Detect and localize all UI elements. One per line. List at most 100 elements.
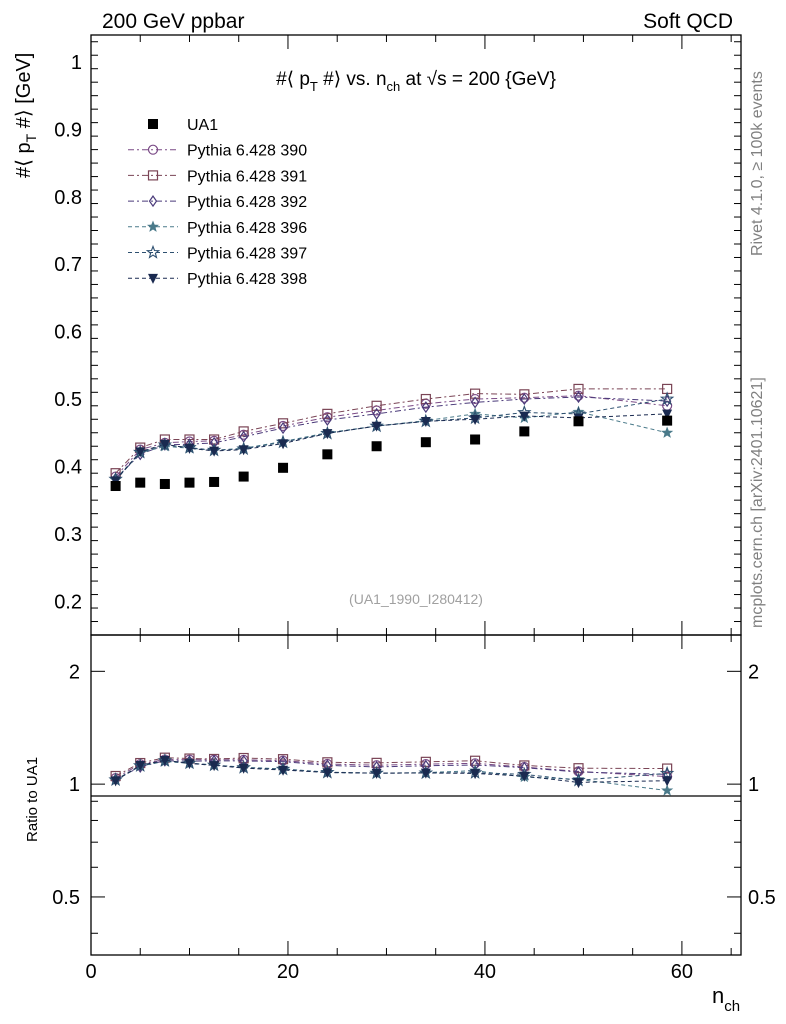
series-line [115,413,668,481]
data-point [278,462,289,473]
ratio-line [115,759,668,783]
series-point [278,439,289,450]
series-point [371,400,382,411]
data-point [110,481,121,492]
x-tick-label: 0 [85,961,96,983]
side-text-top: Rivet 4.1.0, ≥ 100k events [749,71,766,256]
ratio-point [659,765,675,780]
legend-label: Pythia 6.428 397 [187,246,307,263]
ratio-point [661,784,674,796]
series-point [573,383,584,395]
series-point [277,418,289,429]
series-point [520,392,529,406]
series-point [371,421,382,432]
ratio-point [209,761,220,772]
ratio-tick-label: 2 [69,661,80,683]
series-point [184,443,195,454]
ratio-tick-label: 0.5 [52,887,80,909]
y-tick-label: 0.2 [54,591,82,613]
ratio-point [470,769,481,780]
legend: UA1 Pythia 6.428 390 Pythia 6.428 391 Pythi… [128,117,307,288]
legend-label: Pythia 6.428 391 [187,168,307,185]
ratio-point [662,763,673,774]
ratio-point [322,768,333,779]
x-tick-label: 40 [474,961,496,983]
series-point [278,421,288,435]
y-tick-label: 0.4 [54,456,82,478]
legend-marker [146,220,160,232]
series-line [115,395,668,477]
analysis-watermark: (UA1_1990_I280412) [349,591,483,607]
series-point [238,426,249,437]
chart-title: #⟨ pT #⟩ vs. nch at √s = 200 {GeV} [276,69,556,94]
data-point [420,437,431,448]
series-point [574,390,583,404]
ratio-line [115,759,668,779]
series-point [238,445,249,456]
y-tick-label: 1 [71,52,82,74]
series-point [659,391,675,406]
series-point [470,396,480,409]
series-line [115,411,668,481]
ratio-y-axis-label: Ratio to UA1 [24,757,41,842]
legend-marker [148,273,158,284]
ratio-tick-label-right: 1 [748,774,759,796]
series-point [469,393,481,405]
ratio-tick-label-right: 2 [748,661,759,683]
series-point [209,446,220,457]
ratio-point [573,778,584,789]
ratio-line [115,760,668,792]
series-1 [110,390,673,482]
data-ua1 [110,415,673,492]
data-point [159,478,170,489]
series-point [135,447,146,458]
legend-label: UA1 [187,117,218,134]
series-point [661,426,674,438]
y-tick-label: 0.8 [54,187,82,209]
ratio-point [110,776,121,787]
ratio-tick-label: 1 [69,774,80,796]
ratio-point [238,763,249,774]
x-tick-label: 60 [671,961,693,983]
ratio-point [420,768,431,779]
ratio-point [278,765,289,776]
series-point [662,409,673,420]
series-2 [110,383,673,479]
side-text-bottom: mcplots.cern.ch [arXiv:2401.10621] [749,377,766,628]
legend-marker [148,195,158,208]
ratio-point [184,759,195,770]
data-point [573,416,584,427]
legend-marker [148,119,158,129]
ratio-series-6 [110,755,673,789]
y-tick-label: 0.9 [54,119,82,141]
y-tick-label: 0.6 [54,322,82,344]
legend-marker [145,244,161,259]
series-point [322,429,333,440]
ratio-tick-label-right: 0.5 [748,887,776,909]
ratio-point [159,755,170,766]
series-line [115,398,668,480]
data-point [184,477,195,488]
header-right: Soft QCD [643,10,733,33]
legend-label: Pythia 6.428 398 [187,271,307,288]
series-point [323,413,332,426]
header-left: 200 GeV ppbar [102,10,244,33]
x-axis-label: nch [712,983,740,1015]
ratio-point [371,768,382,779]
ratio-series-1 [110,754,673,784]
ratio-point [662,776,673,787]
y-tick-label: 0.3 [54,524,82,546]
ratio-point [135,761,146,772]
legend-marker [147,144,159,155]
series-line [115,388,668,474]
series-line [115,396,668,479]
series-3 [111,390,672,485]
series-point [470,414,481,425]
data-point [662,415,673,426]
ratio-point [573,763,584,774]
series-point [159,439,170,450]
data-point [470,434,481,445]
series-point [420,416,431,427]
series-point [322,408,333,419]
